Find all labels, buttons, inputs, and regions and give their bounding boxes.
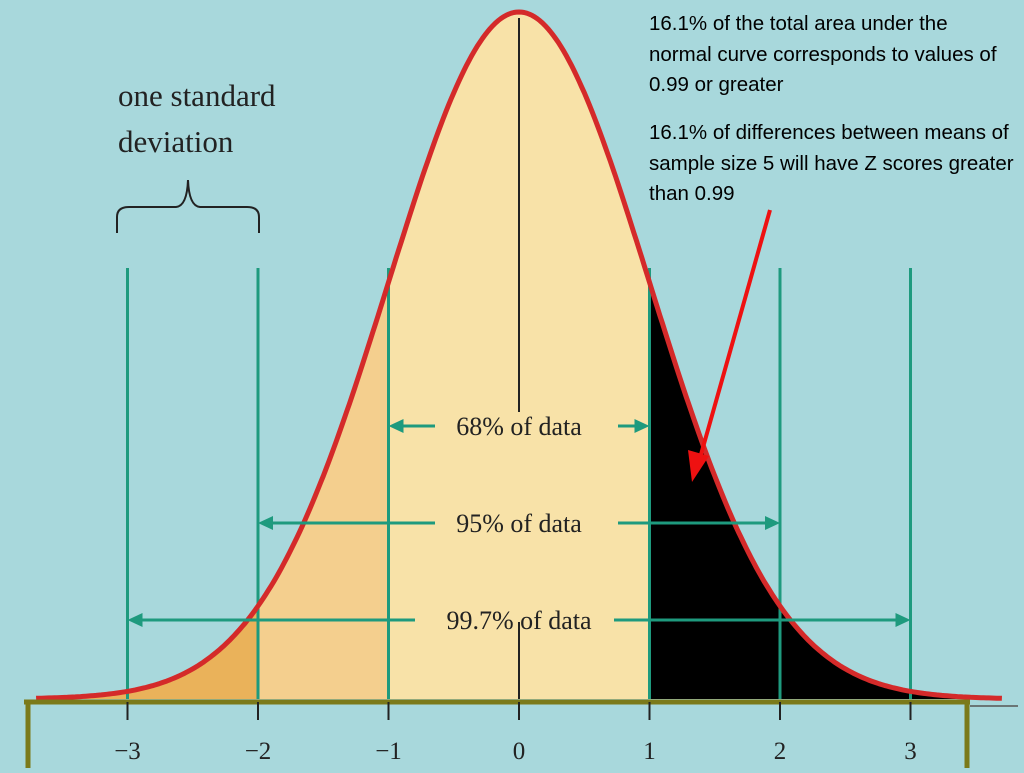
zscore-note: 16.1% of differences between means of sa… <box>649 121 1014 205</box>
area-note: 16.1% of the total area under the normal… <box>649 12 997 96</box>
brace-label-line1: one standard <box>118 78 276 113</box>
range-2: 95% of data <box>258 509 780 538</box>
outer-left-area <box>49 606 259 699</box>
pointer-arrow-shaft <box>698 209 772 459</box>
range-left-arrowhead <box>388 419 404 433</box>
range-label: 95% of data <box>456 509 582 538</box>
shaded-tail-area <box>648 278 989 699</box>
range-right-arrowhead <box>765 516 780 530</box>
range-right-arrowhead <box>634 419 650 433</box>
tick-label: 1 <box>643 738 656 765</box>
tick-label: −3 <box>114 738 141 765</box>
range-1: 68% of data <box>388 412 650 441</box>
pointer-arrow-head <box>688 450 709 482</box>
tick-label: 0 <box>513 738 526 765</box>
tick-label: 2 <box>774 738 787 765</box>
brace-shape <box>116 179 260 233</box>
range-left-arrowhead <box>127 613 143 627</box>
tick-label: −2 <box>245 738 272 765</box>
tick-label: 3 <box>904 738 917 765</box>
range-left-arrowhead <box>258 516 273 530</box>
brace-label-line2: deviation <box>118 124 234 159</box>
range-label: 68% of data <box>456 412 582 441</box>
tick-label: −1 <box>375 738 402 765</box>
range-label: 99.7% of data <box>446 606 592 635</box>
x-axis: −3 −2 −1 0 1 2 3 <box>24 699 1018 768</box>
range-right-arrowhead <box>895 613 911 627</box>
bell-curve <box>36 9 1002 701</box>
pointer-arrow <box>688 209 772 482</box>
range-3: 99.7% of data <box>127 606 911 635</box>
standard-deviation-brace: one standard deviation <box>116 78 276 233</box>
